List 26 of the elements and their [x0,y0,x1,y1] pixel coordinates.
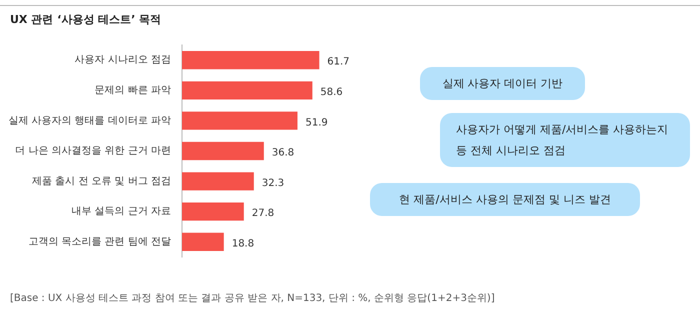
bar [182,142,264,160]
bar [182,172,254,190]
y-tick-label: 문제의 빠른 파악 [94,85,171,96]
text: UX 관련 ‘사용성 테스트’ 목적 [10,12,162,27]
bar [182,112,298,130]
text: 사용자가 어떻게 제품/서비스를 사용하는지 등 전체 시나리오 점검 [440,113,690,167]
data-label: 36.8 [272,148,294,159]
data-label: 51.9 [305,117,328,128]
y-tick-label: 사용자 시나리오 점검 [74,54,171,66]
bar [182,81,312,100]
y-tick-label: 더 나은 의사결정을 위한 근거 마련 [15,146,171,157]
y-tick-label: 고객의 목소리를 관련 팀에 전달 [28,236,171,248]
data-label: 32.3 [262,178,284,189]
data-label: 27.8 [252,208,274,220]
y-tick-label: 제품 출시 전 오류 및 버그 점검 [32,176,171,187]
text: 현 제품/서비스 사용의 문제점 및 니즈 발견 [370,183,640,216]
data-label: 61.7 [327,56,350,68]
data-label: 18.8 [232,238,254,250]
bar [182,51,320,70]
y-tick-label: 내부 설득의 근거 자료 [71,206,171,218]
bar [182,202,244,221]
bar [182,232,224,251]
y-tick-label: 실제 사용자의 행태를 데이터로 파악 [8,115,171,126]
data-label: 58.6 [320,87,343,98]
text: [Base : UX 사용성 테스트 과정 참여 또는 결과 공유 받은 자, N=133, 단위 : %, 순위형 응답(1+2+3순위)] [10,292,495,305]
text: 실제 사용자 데이터 기반 [420,67,585,100]
